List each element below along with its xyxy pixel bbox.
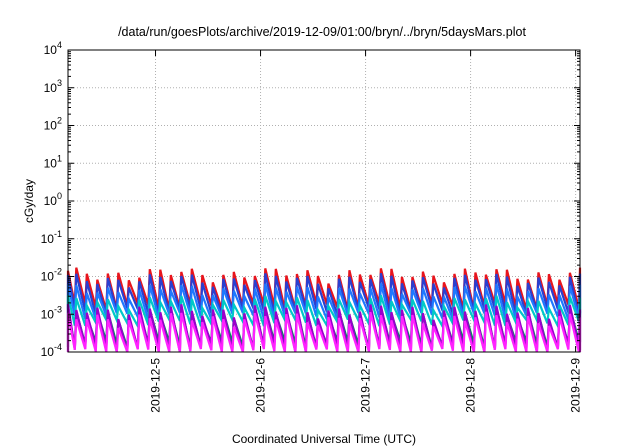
x-tick-label: 2019-12-9: [569, 358, 583, 413]
y-tick-label: 102: [44, 116, 62, 133]
chart-title: /data/run/goesPlots/archive/2019-12-09/0…: [118, 25, 526, 39]
x-axis-label: Coordinated Universal Time (UTC): [232, 432, 416, 446]
y-tick-label: 10-1: [41, 229, 62, 246]
x-tick-label: 2019-12-8: [464, 358, 478, 413]
y-tick-label: 10-4: [41, 342, 62, 359]
y-axis-label: cGy/day: [22, 179, 36, 223]
y-tick-label: 104: [44, 40, 62, 57]
series-group: [66, 267, 582, 353]
y-tick-label: 10-3: [41, 304, 62, 321]
y-axis: 10-4 10-3 10-2 10-1 100 101 102 103 104: [41, 40, 580, 359]
x-tick-label: 2019-12-6: [254, 358, 268, 413]
y-tick-label: 10-2: [41, 267, 62, 284]
y-tick-label: 101: [44, 153, 62, 170]
y-tick-label: 103: [44, 78, 62, 95]
x-tick-label: 2019-12-7: [359, 358, 373, 413]
series-line: [66, 311, 582, 353]
x-axis: 2019-12-5 2019-12-6 2019-12-7 2019-12-8 2019…: [149, 50, 583, 413]
y-tick-label: 100: [44, 191, 62, 208]
x-tick-label: 2019-12-5: [149, 358, 163, 413]
